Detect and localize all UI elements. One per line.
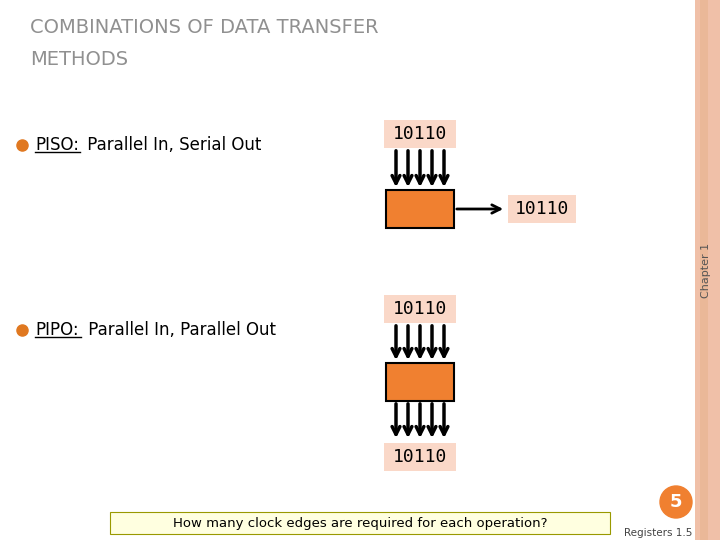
Text: 10110: 10110 [393,125,447,143]
Text: 10110: 10110 [393,448,447,466]
Text: Chapter 1: Chapter 1 [701,242,711,298]
Bar [110,512,610,534]
Bar [384,120,456,148]
Bar [386,363,454,401]
Bar [695,0,720,540]
Text: 10110: 10110 [515,200,570,218]
Text: METHODS: METHODS [30,50,128,69]
Text: Parallel In, Serial Out: Parallel In, Serial Out [82,136,261,154]
Bar [386,190,454,228]
Text: Parallel In, Parallel Out: Parallel In, Parallel Out [83,321,276,339]
Text: 10110: 10110 [393,300,447,318]
Bar [384,295,456,323]
Bar [700,0,708,540]
Bar [508,195,576,223]
Text: PISO:: PISO: [35,136,79,154]
Text: PIPO:: PIPO: [35,321,78,339]
Text: How many clock edges are required for each operation?: How many clock edges are required for ea… [173,516,547,530]
Bar [384,443,456,471]
Circle shape [660,486,692,518]
Text: COMBINATIONS OF DATA TRANSFER: COMBINATIONS OF DATA TRANSFER [30,18,379,37]
Text: Registers 1.5: Registers 1.5 [624,528,692,538]
Text: 5: 5 [670,493,683,511]
